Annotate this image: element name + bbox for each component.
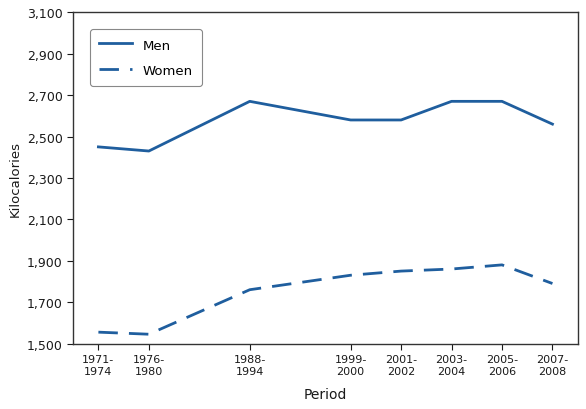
X-axis label: Period: Period <box>304 387 347 401</box>
Men <box>145 149 152 154</box>
Women <box>95 330 102 335</box>
Line: Women: Women <box>98 265 553 335</box>
Men <box>347 118 354 123</box>
Y-axis label: Kilocalories: Kilocalories <box>8 141 21 216</box>
Men <box>397 118 404 123</box>
Women <box>246 288 253 292</box>
Women <box>549 281 556 286</box>
Men <box>246 100 253 105</box>
Women <box>145 332 152 337</box>
Women <box>499 263 506 267</box>
Legend: Men, Women: Men, Women <box>90 30 202 87</box>
Women <box>347 273 354 278</box>
Women <box>397 269 404 274</box>
Men <box>499 100 506 105</box>
Line: Men: Men <box>98 102 553 152</box>
Men <box>95 145 102 150</box>
Women <box>448 267 455 272</box>
Men <box>549 122 556 127</box>
Men <box>448 100 455 105</box>
